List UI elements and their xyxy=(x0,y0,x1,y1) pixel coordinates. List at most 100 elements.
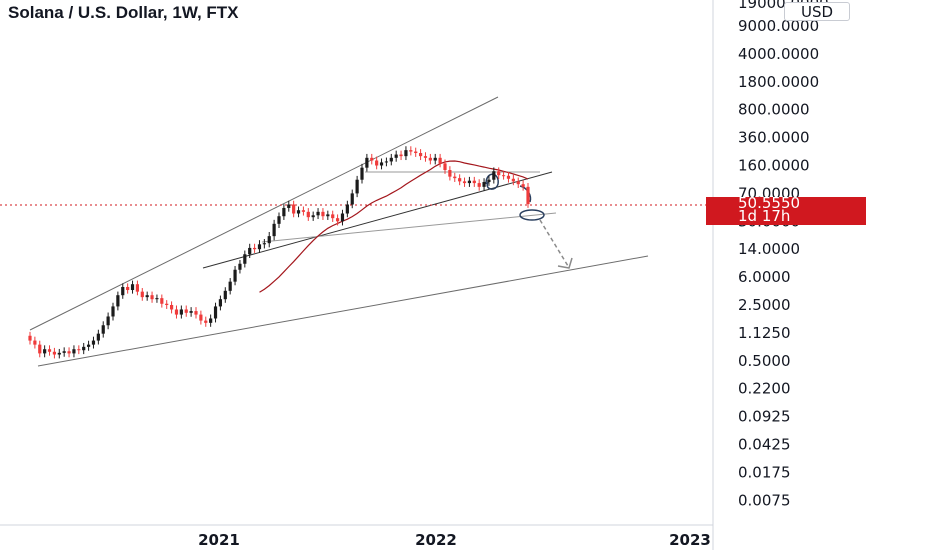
candle[interactable] xyxy=(62,347,66,357)
candle[interactable] xyxy=(399,150,403,161)
candle[interactable] xyxy=(472,176,476,187)
candle[interactable] xyxy=(482,178,486,191)
candle[interactable] xyxy=(262,239,266,249)
candle[interactable] xyxy=(511,174,515,186)
candle[interactable] xyxy=(233,266,237,286)
candle[interactable] xyxy=(145,291,149,301)
broken-support-line[interactable] xyxy=(202,171,553,269)
candle[interactable] xyxy=(477,179,481,191)
candle[interactable] xyxy=(350,189,354,209)
candle[interactable] xyxy=(111,302,115,321)
candle[interactable] xyxy=(292,200,296,218)
candle[interactable] xyxy=(228,278,232,295)
candle[interactable] xyxy=(492,167,496,184)
candle[interactable] xyxy=(165,300,169,309)
candle[interactable] xyxy=(189,307,193,317)
candle[interactable] xyxy=(57,348,61,359)
retest-scribble[interactable] xyxy=(485,173,499,190)
candle[interactable] xyxy=(375,156,379,170)
candle[interactable] xyxy=(462,177,467,187)
candles-layer[interactable] xyxy=(28,146,530,359)
candle[interactable] xyxy=(38,340,42,358)
candle[interactable] xyxy=(467,176,472,187)
upper-channel-line[interactable] xyxy=(29,96,499,331)
lower-channel-line[interactable] xyxy=(37,255,649,367)
candle[interactable] xyxy=(487,175,491,186)
candle[interactable] xyxy=(135,280,140,296)
candle[interactable] xyxy=(409,146,413,156)
candle[interactable] xyxy=(404,146,408,161)
drawing-layer[interactable] xyxy=(0,96,713,367)
currency-button[interactable]: USD xyxy=(784,2,850,21)
time-axis-labels[interactable]: 2021 2022 2023 xyxy=(198,531,711,549)
candle[interactable] xyxy=(345,200,349,218)
candle[interactable] xyxy=(150,291,154,303)
candle[interactable] xyxy=(160,294,164,308)
candle[interactable] xyxy=(418,149,423,161)
candle[interactable] xyxy=(501,171,506,180)
candle[interactable] xyxy=(272,219,276,241)
candle[interactable] xyxy=(43,345,47,358)
candle[interactable] xyxy=(394,150,398,162)
candle[interactable] xyxy=(414,147,418,157)
candle[interactable] xyxy=(370,153,374,165)
candle[interactable] xyxy=(326,210,330,220)
candle[interactable] xyxy=(96,329,100,345)
candle[interactable] xyxy=(72,345,76,358)
candle[interactable] xyxy=(130,280,135,294)
candle[interactable] xyxy=(458,174,462,186)
candle[interactable] xyxy=(204,316,208,327)
candle[interactable] xyxy=(379,158,384,170)
candle[interactable] xyxy=(184,305,188,317)
candle[interactable] xyxy=(86,340,91,351)
candle[interactable] xyxy=(321,208,325,220)
candle[interactable] xyxy=(52,347,57,359)
candle[interactable] xyxy=(77,345,81,355)
candle[interactable] xyxy=(301,206,306,216)
candle[interactable] xyxy=(257,240,262,253)
candle[interactable] xyxy=(47,345,52,356)
candle[interactable] xyxy=(218,295,223,311)
candle[interactable] xyxy=(248,243,252,259)
candle[interactable] xyxy=(497,167,501,180)
candle[interactable] xyxy=(140,288,144,301)
candle[interactable] xyxy=(389,153,393,166)
candle[interactable] xyxy=(355,175,359,198)
candle[interactable] xyxy=(101,321,105,338)
candle[interactable] xyxy=(199,310,203,325)
candle[interactable] xyxy=(282,204,286,220)
candle[interactable] xyxy=(67,347,71,358)
candle[interactable] xyxy=(169,301,174,314)
candle[interactable] xyxy=(243,250,247,268)
candle[interactable] xyxy=(28,331,32,345)
candle[interactable] xyxy=(428,153,432,165)
candle[interactable] xyxy=(521,180,525,191)
candle[interactable] xyxy=(106,312,110,330)
candle[interactable] xyxy=(453,172,457,182)
candle[interactable] xyxy=(213,302,218,323)
candle[interactable] xyxy=(433,153,437,165)
candle[interactable] xyxy=(506,171,511,183)
candle[interactable] xyxy=(267,231,271,248)
candle[interactable] xyxy=(179,305,183,319)
candle[interactable] xyxy=(116,291,120,311)
candle[interactable] xyxy=(306,208,310,221)
candle[interactable] xyxy=(331,210,335,222)
candle[interactable] xyxy=(287,200,291,212)
candle[interactable] xyxy=(91,336,96,349)
candle[interactable] xyxy=(423,152,428,162)
candle[interactable] xyxy=(365,153,369,172)
candle[interactable] xyxy=(516,177,520,189)
candle[interactable] xyxy=(443,159,447,174)
candle[interactable] xyxy=(121,283,125,299)
breakdown-ellipse[interactable] xyxy=(519,209,545,221)
candle[interactable] xyxy=(316,208,320,220)
candle[interactable] xyxy=(438,153,442,168)
candle[interactable] xyxy=(296,206,301,218)
candle[interactable] xyxy=(335,214,340,226)
candle[interactable] xyxy=(384,157,389,167)
candle[interactable] xyxy=(209,314,213,327)
candle[interactable] xyxy=(174,305,179,319)
candle[interactable] xyxy=(448,166,452,181)
price-axis-labels[interactable]: 9000.0000 4000.0000 1800.0000 800.0000 360.0… xyxy=(738,17,819,509)
